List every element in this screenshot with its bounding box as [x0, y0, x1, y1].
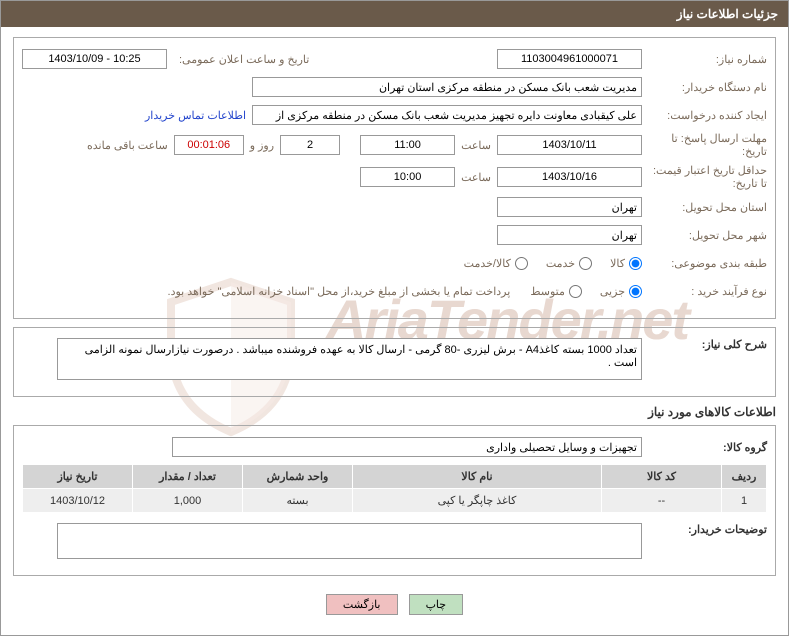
row-delivery-city: شهر محل تحویل:	[22, 224, 767, 246]
goods-group-label: گروه کالا:	[642, 441, 767, 454]
goods-group-input[interactable]	[172, 437, 642, 457]
request-creator-input[interactable]	[252, 105, 642, 125]
th-qty: تعداد / مقدار	[133, 465, 243, 489]
main-container: جزئیات اطلاعات نیاز AriaTender.net شماره…	[0, 0, 789, 636]
days-and-label: روز و	[244, 139, 280, 152]
radio-goods-service-label: کالا/خدمت	[464, 257, 511, 270]
radio-service[interactable]	[579, 257, 592, 270]
goods-fieldset: گروه کالا: ردیف کد کالا نام کالا واحد شم…	[13, 425, 776, 576]
row-delivery-province: استان محل تحویل:	[22, 196, 767, 218]
button-row: چاپ بازگشت	[13, 584, 776, 625]
radio-partial-label: جزیی	[600, 285, 625, 298]
row-need-number: شماره نیاز: تاریخ و ساعت اعلان عمومی:	[22, 48, 767, 70]
row-buyer-notes: توضیحات خریدار:	[22, 523, 767, 559]
table-cell-qty: 1,000	[133, 489, 243, 513]
radio-service-label: خدمت	[546, 257, 575, 270]
th-name: نام کالا	[353, 465, 602, 489]
need-number-input[interactable]	[497, 49, 642, 69]
delivery-province-input[interactable]	[497, 197, 642, 217]
radio-goods-item[interactable]: کالا	[610, 257, 642, 270]
price-validity-date-input[interactable]	[497, 167, 642, 187]
header-bar: جزئیات اطلاعات نیاز	[1, 1, 788, 27]
table-cell-name: کاغذ چاپگر یا کپی	[353, 489, 602, 513]
delivery-city-label: شهر محل تحویل:	[642, 229, 767, 242]
public-announce-input[interactable]	[22, 49, 167, 69]
category-radio-group: کالا خدمت کالا/خدمت	[450, 257, 642, 270]
radio-goods-service-item[interactable]: کالا/خدمت	[464, 257, 528, 270]
days-count-input[interactable]	[280, 135, 340, 155]
need-number-label: شماره نیاز:	[642, 53, 767, 66]
time-label-2: ساعت	[455, 171, 497, 184]
desc-fieldset: شرح کلی نیاز:	[13, 327, 776, 397]
category-label: طبقه بندی موضوعی:	[642, 257, 767, 270]
purchase-note: پرداخت تمام یا بخشی از مبلغ خرید،از محل …	[168, 285, 517, 298]
th-row: ردیف	[722, 465, 767, 489]
countdown-input[interactable]	[174, 135, 244, 155]
public-announce-label: تاریخ و ساعت اعلان عمومی:	[173, 53, 315, 66]
general-desc-textarea[interactable]	[57, 338, 642, 380]
row-general-desc: شرح کلی نیاز:	[22, 338, 767, 380]
delivery-city-input[interactable]	[497, 225, 642, 245]
form-fieldset: شماره نیاز: تاریخ و ساعت اعلان عمومی: نا…	[13, 37, 776, 319]
row-category: طبقه بندی موضوعی: کالا خدمت کالا/خدمت	[22, 252, 767, 274]
purchase-radio-group: جزیی متوسط	[516, 285, 642, 298]
table-cell-unit: بسته	[243, 489, 353, 513]
buyer-org-label: نام دستگاه خریدار:	[642, 81, 767, 94]
radio-medium-item[interactable]: متوسط	[530, 285, 582, 298]
content-wrap: AriaTender.net شماره نیاز: تاریخ و ساعت …	[1, 27, 788, 635]
row-goods-group: گروه کالا:	[22, 436, 767, 458]
radio-service-item[interactable]: خدمت	[546, 257, 592, 270]
goods-table: ردیف کد کالا نام کالا واحد شمارش تعداد /…	[22, 464, 767, 513]
price-validity-time-input[interactable]	[360, 167, 455, 187]
row-purchase-type: نوع فرآیند خرید : جزیی متوسط پرداخت تمام…	[22, 280, 767, 302]
radio-goods[interactable]	[629, 257, 642, 270]
row-response-deadline: مهلت ارسال پاسخ: تا تاریخ: ساعت روز و سا…	[22, 132, 767, 158]
table-cell-code: --	[602, 489, 722, 513]
print-button[interactable]: چاپ	[409, 594, 464, 615]
row-request-creator: ایجاد کننده درخواست: اطلاعات تماس خریدار	[22, 104, 767, 126]
radio-partial[interactable]	[629, 285, 642, 298]
remaining-label: ساعت باقی مانده	[81, 139, 174, 152]
buyer-notes-textarea[interactable]	[57, 523, 642, 559]
buyer-contact-link[interactable]: اطلاعات تماس خریدار	[145, 109, 252, 122]
buyer-org-input[interactable]	[252, 77, 642, 97]
time-label-1: ساعت	[455, 139, 497, 152]
goods-info-title: اطلاعات کالاهای مورد نیاز	[13, 405, 776, 419]
th-date: تاریخ نیاز	[23, 465, 133, 489]
th-unit: واحد شمارش	[243, 465, 353, 489]
general-desc-label: شرح کلی نیاز:	[642, 338, 767, 351]
response-time-input[interactable]	[360, 135, 455, 155]
buyer-notes-label: توضیحات خریدار:	[642, 523, 767, 536]
radio-goods-service[interactable]	[515, 257, 528, 270]
row-price-validity: حداقل تاریخ اعتبار قیمت: تا تاریخ: ساعت	[22, 164, 767, 190]
radio-medium-label: متوسط	[530, 285, 565, 298]
purchase-type-label: نوع فرآیند خرید :	[642, 285, 767, 298]
request-creator-label: ایجاد کننده درخواست:	[642, 109, 767, 122]
th-code: کد کالا	[602, 465, 722, 489]
table-cell-date: 1403/10/12	[23, 489, 133, 513]
radio-partial-item[interactable]: جزیی	[600, 285, 642, 298]
response-date-input[interactable]	[497, 135, 642, 155]
delivery-province-label: استان محل تحویل:	[642, 201, 767, 214]
price-validity-label: حداقل تاریخ اعتبار قیمت: تا تاریخ:	[642, 164, 767, 190]
radio-goods-label: کالا	[610, 257, 625, 270]
table-row: 1--کاغذ چاپگر یا کپیبسته1,0001403/10/12	[23, 489, 767, 513]
table-cell-row: 1	[722, 489, 767, 513]
page-title: جزئیات اطلاعات نیاز	[677, 7, 778, 21]
back-button[interactable]: بازگشت	[326, 594, 398, 615]
response-deadline-label: مهلت ارسال پاسخ: تا تاریخ:	[642, 132, 767, 158]
table-header-row: ردیف کد کالا نام کالا واحد شمارش تعداد /…	[23, 465, 767, 489]
radio-medium[interactable]	[569, 285, 582, 298]
row-buyer-org: نام دستگاه خریدار:	[22, 76, 767, 98]
